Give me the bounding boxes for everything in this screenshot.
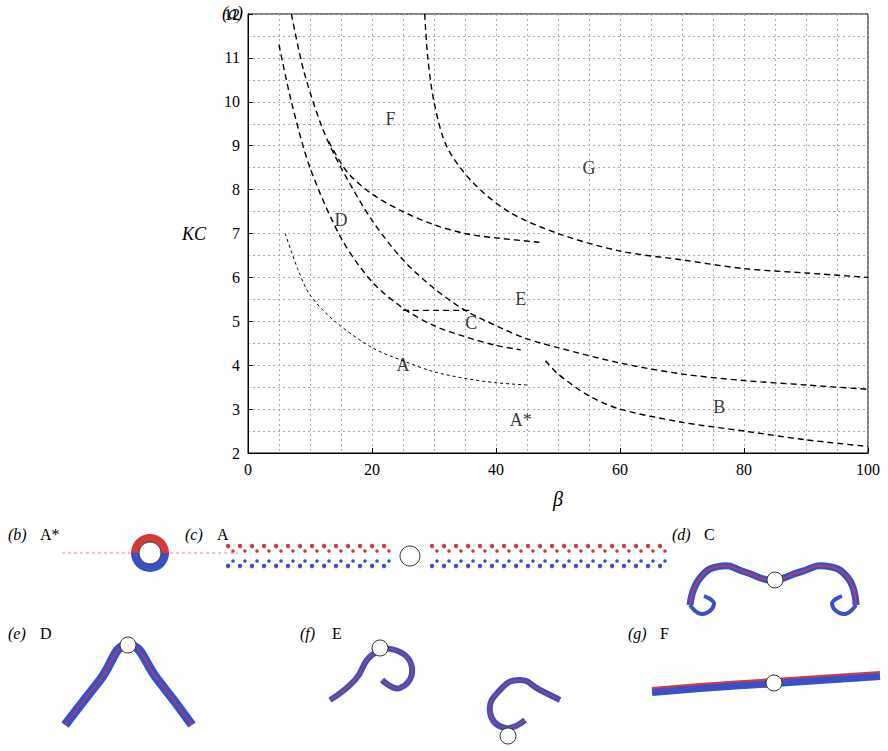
svg-text:B: B [713,397,725,417]
svg-text:G: G [583,158,596,178]
svg-text:20: 20 [364,461,380,478]
svg-text:(f): (f) [300,625,315,643]
svg-text:F: F [386,109,396,129]
svg-text:2: 2 [232,445,240,462]
svg-text:A: A [217,526,229,543]
svg-text:E: E [515,289,526,309]
svg-text:D: D [40,625,52,642]
svg-text:12: 12 [224,6,240,23]
svg-text:6: 6 [232,269,240,286]
svg-text:80: 80 [736,461,752,478]
svg-text:5: 5 [232,313,240,330]
svg-text:4: 4 [232,357,240,374]
svg-text:E: E [332,625,342,642]
svg-text:C: C [465,313,478,334]
svg-text:8: 8 [232,181,240,198]
svg-text:(a): (a) [222,3,243,24]
svg-text:9: 9 [232,137,240,154]
svg-text:C: C [704,526,715,543]
svg-text:(b): (b) [8,526,27,544]
svg-text:β: β [552,488,563,511]
svg-text:D: D [335,210,348,230]
svg-text:60: 60 [612,461,628,478]
svg-text:(c): (c) [185,526,203,544]
svg-text:10: 10 [224,93,240,110]
svg-text:100: 100 [856,461,880,478]
svg-text:KC: KC [181,224,207,244]
svg-text:7: 7 [232,225,240,242]
svg-text:0: 0 [244,461,252,478]
svg-text:A*: A* [40,526,60,543]
svg-text:(d): (d) [672,526,691,544]
svg-text:11: 11 [225,49,240,66]
svg-text:3: 3 [232,401,240,418]
svg-text:A*: A* [510,410,532,430]
svg-text:A: A [397,355,410,375]
svg-text:(g): (g) [628,625,647,643]
svg-text:F: F [660,625,669,642]
svg-text:(e): (e) [8,625,26,643]
svg-text:40: 40 [488,461,504,478]
